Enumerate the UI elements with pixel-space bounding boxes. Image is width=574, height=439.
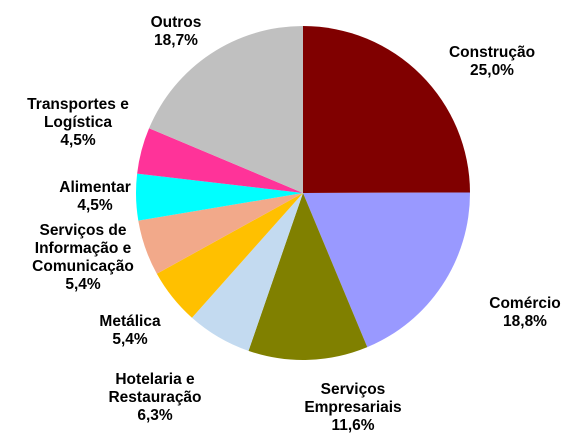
pie-slice	[303, 192, 470, 348]
pie-slice	[149, 26, 303, 193]
category-label: Construção	[448, 44, 536, 61]
slice-label: Serviços de Informação e Comunicação 5,4%	[32, 222, 134, 294]
category-label: Hotelaria e Restauração	[108, 371, 202, 406]
pie-slice	[138, 193, 303, 274]
slice-label: Alimentar 4,5%	[59, 179, 131, 215]
category-label: Serviços Empresariais	[304, 381, 402, 416]
value-label: 25,0%	[470, 62, 514, 79]
pie-slice	[303, 26, 470, 193]
category-label: Metálica	[99, 313, 161, 330]
value-label: 5,4%	[65, 276, 101, 293]
category-label: Comércio	[489, 295, 561, 312]
value-label: 18,8%	[503, 313, 547, 330]
pie-slice	[137, 128, 303, 193]
pie-slice	[191, 193, 303, 351]
value-label: 4,5%	[77, 197, 113, 214]
category-label: Serviços de Informação e Comunicação	[32, 222, 134, 275]
slice-label: Construção 25,0%	[449, 44, 535, 80]
pie-slice	[156, 193, 303, 318]
slice-label: Outros 18,7%	[151, 14, 202, 50]
slice-label: Metálica 5,4%	[99, 313, 160, 349]
pie-slice	[136, 173, 303, 221]
slice-label: Transportes e Logística 4,5%	[27, 96, 129, 150]
slice-label: Comércio 18,8%	[489, 295, 561, 331]
value-label: 18,7%	[154, 32, 198, 49]
category-label: Alimentar	[59, 179, 131, 196]
pie-slice	[248, 193, 368, 360]
value-label: 11,6%	[331, 417, 375, 434]
value-label: 5,4%	[112, 331, 148, 348]
value-label: 6,3%	[137, 407, 173, 424]
value-label: 4,5%	[60, 132, 96, 149]
slice-label: Serviços Empresariais 11,6%	[304, 381, 401, 435]
category-label: Transportes e Logística	[27, 96, 129, 131]
category-label: Outros	[150, 14, 202, 31]
slice-label: Hotelaria e Restauração 6,3%	[108, 371, 201, 425]
